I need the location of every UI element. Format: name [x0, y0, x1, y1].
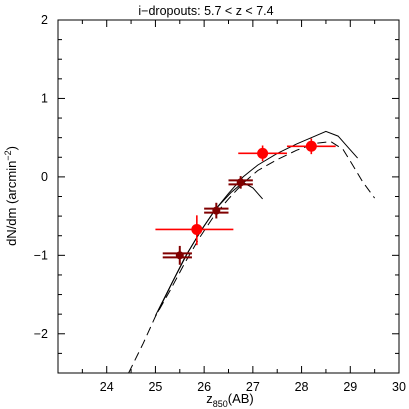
model-curve-solid-3 [157, 181, 263, 313]
axis-ticks [57, 19, 400, 374]
y-axis-label-superscript: −2 [3, 150, 13, 160]
x-axis-label-main: z [206, 391, 213, 406]
x-axis-label-subscript: 850 [213, 399, 228, 409]
point-marker [191, 223, 203, 235]
data-point [155, 215, 234, 246]
y-tick-label: −1 [34, 248, 48, 262]
x-tick-label: 28 [295, 380, 309, 394]
point-marker [175, 251, 184, 260]
plot-frame [57, 19, 400, 374]
x-tick-label: 26 [197, 380, 211, 394]
data-point [286, 138, 336, 155]
x-tick-labels: 24 25 26 27 28 29 30 [100, 380, 406, 394]
model-curves [128, 130, 376, 374]
data-point [228, 176, 253, 189]
y-axis-label-tail: ) [4, 146, 19, 150]
x-axis-label: z850(AB) [206, 391, 254, 409]
x-tick-label: 29 [343, 380, 357, 394]
point-marker [236, 178, 245, 187]
y-axis-label-main: dN/dm (arcmin [4, 161, 19, 246]
x-tick-label: 24 [100, 380, 114, 394]
x-tick-label: 27 [246, 380, 260, 394]
y-tick-label: 0 [41, 170, 48, 184]
y-tick-labels: −2 −1 0 1 2 [34, 13, 48, 341]
point-marker [257, 147, 269, 159]
point-marker [305, 140, 317, 152]
y-axis-label: dN/dm (arcmin−2) [3, 146, 19, 246]
chart-title: i−dropouts: 5.7 < z < 7.4 [138, 4, 273, 18]
data-point [162, 245, 192, 265]
x-axis-label-tail: (AB) [228, 391, 254, 406]
y-tick-label: 1 [41, 91, 48, 105]
data-point [238, 145, 287, 162]
y-tick-label: −2 [34, 327, 48, 341]
model-curve-solid-2 [154, 130, 358, 316]
x-tick-label: 25 [148, 380, 162, 394]
model-curve-dashed-1 [128, 141, 376, 374]
point-marker [212, 206, 221, 215]
y-tick-label: 2 [41, 13, 48, 27]
data-point [204, 202, 229, 219]
x-tick-label: 30 [392, 380, 406, 394]
data-points [155, 138, 336, 265]
